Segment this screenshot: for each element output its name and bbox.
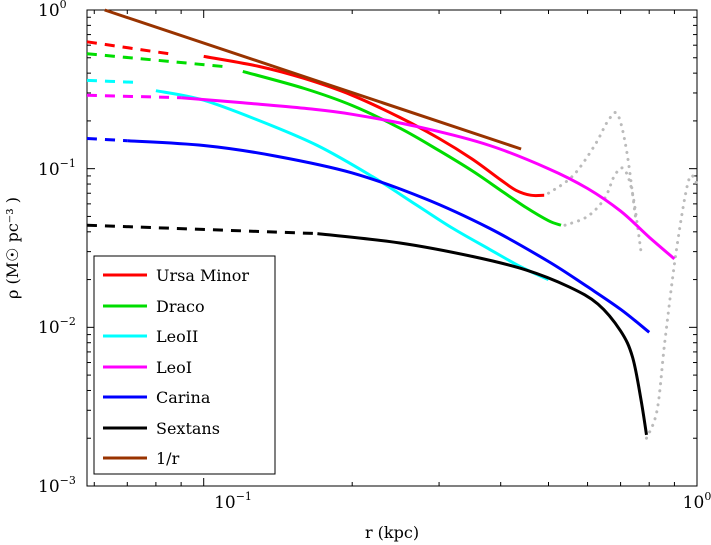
axis-ticks (87, 9, 698, 487)
series-line-leoi (180, 96, 676, 261)
series-line-leoii (155, 89, 550, 281)
series-dashed-leoii (86, 78, 134, 84)
y-tick-label-0.1: 10−1 (38, 157, 76, 180)
series-line-draco (242, 69, 562, 227)
series-line-ursa-minor (203, 54, 545, 198)
series-dashed-carina (86, 137, 128, 143)
y-tick-label-0.01: 10−2 (38, 315, 76, 338)
legend-label-carina: Carina (156, 388, 211, 407)
tail-sextans (645, 173, 699, 440)
x-tick-label-1: 100 (683, 490, 711, 513)
series-lines (86, 8, 676, 436)
legend-label-leoii: LeoII (156, 327, 198, 346)
series-line-sextans (317, 232, 648, 436)
series-dashed-sextans (86, 223, 318, 236)
tail-dots (547, 111, 699, 440)
x-tick-label-0.1: 10−1 (214, 490, 252, 513)
legend-box (93, 255, 276, 475)
series-line-1-r (104, 8, 522, 151)
y-tick-label-1: 100 (38, 0, 67, 21)
tail-ursa-minor (547, 111, 637, 218)
legend-label-sextans: Sextans (156, 419, 220, 438)
y-axis-label: ρ (M☉ pc⁻³ ) (3, 197, 22, 299)
series-line-carina (127, 139, 651, 334)
plot-frame (86, 9, 698, 487)
series-dashed-ursa-minor (86, 40, 170, 56)
legend-label-ursa-minor: Ursa Minor (156, 266, 249, 285)
series-dashed-draco (86, 52, 225, 69)
legend-label-draco: Draco (156, 297, 205, 316)
x-axis-label: r (kpc) (365, 523, 419, 542)
legend-label-leoi: LeoI (156, 358, 192, 377)
legend-label-1-over-r: 1/r (156, 449, 180, 468)
series-dashed-leoi (86, 93, 182, 100)
tail-draco (563, 166, 643, 254)
y-tick-label-0.001: 10−3 (38, 474, 76, 497)
legend: Ursa Minor Draco LeoII LeoI Carina Sexta… (93, 255, 276, 475)
